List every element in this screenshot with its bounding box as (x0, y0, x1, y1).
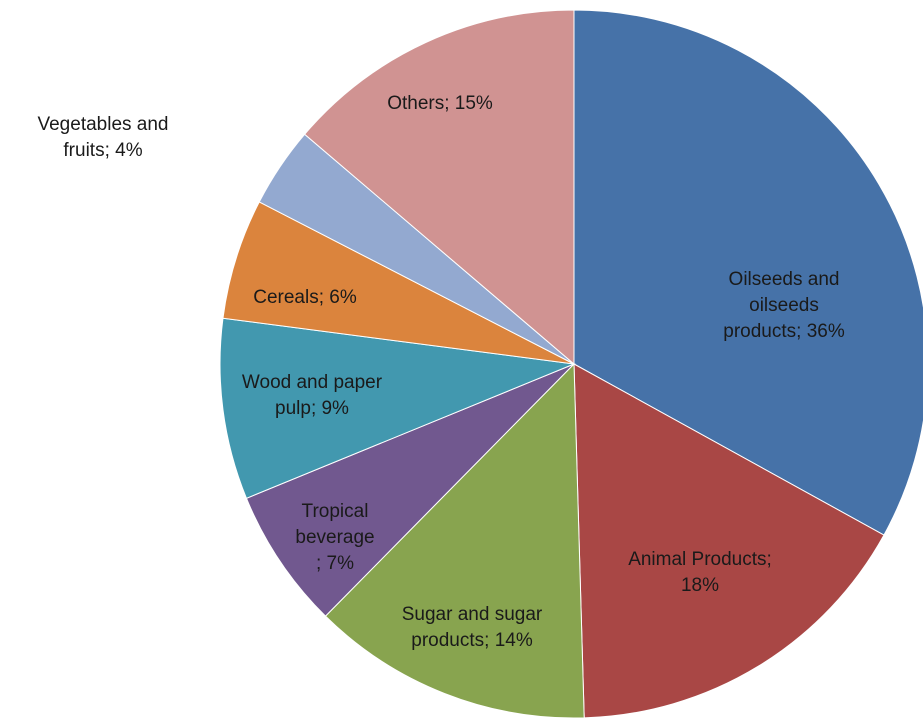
pie-slice-others (303, 9, 575, 366)
pie-label-tropical-beverage: Tropical beverage ; 7% (295, 501, 375, 574)
pie-label-animal-products: Animal Products; 18% (628, 549, 772, 596)
pie-label-vegetables-and-fruits: Vegetables and fruits; 4% (37, 114, 169, 161)
pie-slice-animal-products (573, 363, 885, 718)
pie-label-others: Others; 15% (387, 93, 493, 114)
pie-slice-wood-and-paper-pulp (219, 317, 576, 499)
pie-label-cereals: Cereals; 6% (253, 287, 357, 308)
pie-label-oilseeds-and-oilseeds-products: Oilseeds and oilseeds products; 36% (723, 269, 845, 342)
pie-label-wood-and-paper-pulp: Wood and paper pulp; 9% (241, 372, 383, 419)
pie-label-sugar-and-sugar-products: Sugar and sugar products; 14% (401, 604, 543, 651)
pie-slice-oilseeds-and-oilseeds-products (573, 9, 923, 536)
pie-slice-tropical-beverage (245, 363, 575, 617)
